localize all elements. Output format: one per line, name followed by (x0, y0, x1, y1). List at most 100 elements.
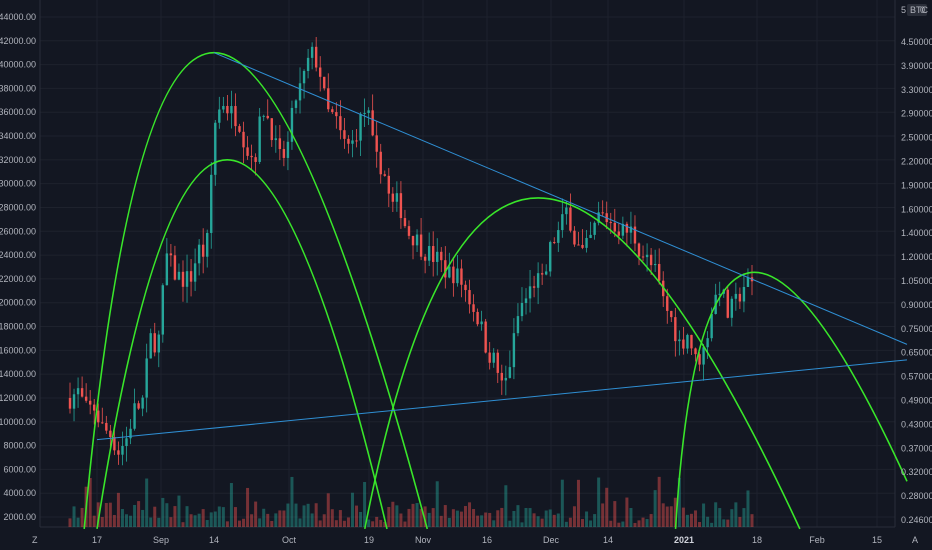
candle-body (706, 338, 709, 348)
candle-body (686, 334, 689, 349)
volume-bar (560, 479, 564, 527)
candle-body (452, 266, 455, 284)
time-axis[interactable]: 17 Sep 14 Oct 19 Nov 16 Dec 14 2021 18 Feb 15 (92, 535, 882, 545)
candle-body (637, 243, 641, 257)
candle-body (113, 437, 116, 451)
trendlines[interactable] (96, 52, 908, 441)
right-axis[interactable]: 4.50000 3.90000 3.30000 2.90000 2.50000 2.200… (901, 37, 932, 525)
volume-bar (694, 510, 698, 527)
candle-body (512, 333, 516, 368)
volume-bar (613, 501, 617, 527)
candle-body (266, 115, 269, 119)
volume-bar (310, 513, 314, 527)
left-axis[interactable]: 44000.00 42000.00 40000.00 38000.00 36000.00… (0, 12, 36, 522)
volume-bar (411, 503, 415, 527)
candle-body (666, 296, 669, 311)
settings-a-icon[interactable]: A (912, 535, 918, 545)
candle-body (500, 372, 503, 381)
volume-bar (326, 493, 330, 527)
arc-3 (674, 271, 908, 529)
volume-bar (100, 516, 104, 527)
candle-body (516, 316, 520, 334)
volume-bar (197, 513, 201, 527)
volume-bar (346, 517, 350, 527)
candle-body (678, 339, 681, 342)
candle-body (649, 254, 653, 266)
candle-body (419, 234, 423, 257)
candle-body (629, 226, 633, 233)
right-top-tick: 0 (920, 5, 925, 15)
volume-bar (504, 485, 508, 527)
volume-bar (68, 518, 72, 527)
right-tick-label: 0.24600 (901, 515, 932, 525)
left-tick-label: 38000.00 (0, 83, 36, 93)
candle-body (508, 367, 512, 378)
unit-badge[interactable] (907, 4, 927, 16)
volume-bar (294, 503, 298, 527)
volume-bar (496, 510, 500, 527)
volume-bar (597, 477, 601, 527)
volume-bar (548, 509, 552, 527)
volume-bar (221, 507, 225, 527)
candle-body (472, 304, 475, 312)
candle-body (544, 271, 548, 275)
time-tick-label: Nov (415, 535, 432, 545)
time-tick-label: 14 (209, 535, 219, 545)
right-tick-label: 1.20000 (901, 252, 932, 262)
right-tick-label: 2.50000 (901, 133, 932, 143)
volume-bar (488, 512, 492, 527)
candle-body (298, 83, 302, 101)
candle-body (278, 138, 282, 150)
time-tick-label: 17 (92, 535, 102, 545)
candle-body (448, 266, 451, 278)
volume-bar (254, 501, 258, 527)
candle-body (125, 438, 128, 447)
volume-bar (181, 522, 185, 527)
volume-bar (334, 520, 338, 527)
volume-bar (734, 502, 738, 527)
volume-bar (270, 520, 274, 527)
left-tick-label: 36000.00 (0, 107, 36, 117)
volume-bar (185, 506, 189, 527)
volume-bar (476, 515, 480, 527)
candle-body (528, 286, 532, 299)
volume-bar (88, 477, 92, 527)
candle-body (250, 155, 253, 158)
volume-bar (387, 506, 391, 527)
candle-body (270, 118, 273, 141)
volume-bar (407, 508, 411, 527)
volume-bar (617, 522, 621, 527)
candle-body (577, 244, 580, 246)
volume-bar (129, 515, 133, 527)
settings-z-icon[interactable]: Z (32, 535, 38, 545)
volume-bar (266, 513, 270, 527)
volume-bar (217, 506, 221, 527)
candle-body (609, 222, 612, 224)
volume-bar (447, 517, 451, 527)
volume-bar (383, 522, 387, 527)
volume-bar (149, 517, 153, 527)
candle-body (101, 422, 104, 424)
left-tick-label: 40000.00 (0, 60, 36, 70)
right-tick-label: 1.40000 (901, 228, 932, 238)
left-tick-label: 22000.00 (0, 274, 36, 284)
time-tick-label: 15 (872, 535, 882, 545)
volume-bar (484, 512, 488, 527)
candle-body (492, 352, 495, 363)
candle-body (742, 286, 746, 302)
descending-trendline (213, 52, 908, 345)
right-tick-label: 4.50000 (901, 37, 932, 47)
candle-body (565, 207, 568, 215)
volume-bar (443, 505, 447, 527)
candle-body (589, 234, 592, 238)
candle-body (331, 109, 334, 113)
time-tick-label: Oct (282, 535, 297, 545)
volume-bar (585, 511, 589, 527)
volume-bar (189, 514, 193, 527)
volume-bar (427, 512, 431, 527)
volume-bar (738, 516, 742, 527)
volume-bar (225, 521, 229, 527)
time-tick-label: 2021 (674, 535, 694, 545)
candle-body (573, 230, 576, 245)
